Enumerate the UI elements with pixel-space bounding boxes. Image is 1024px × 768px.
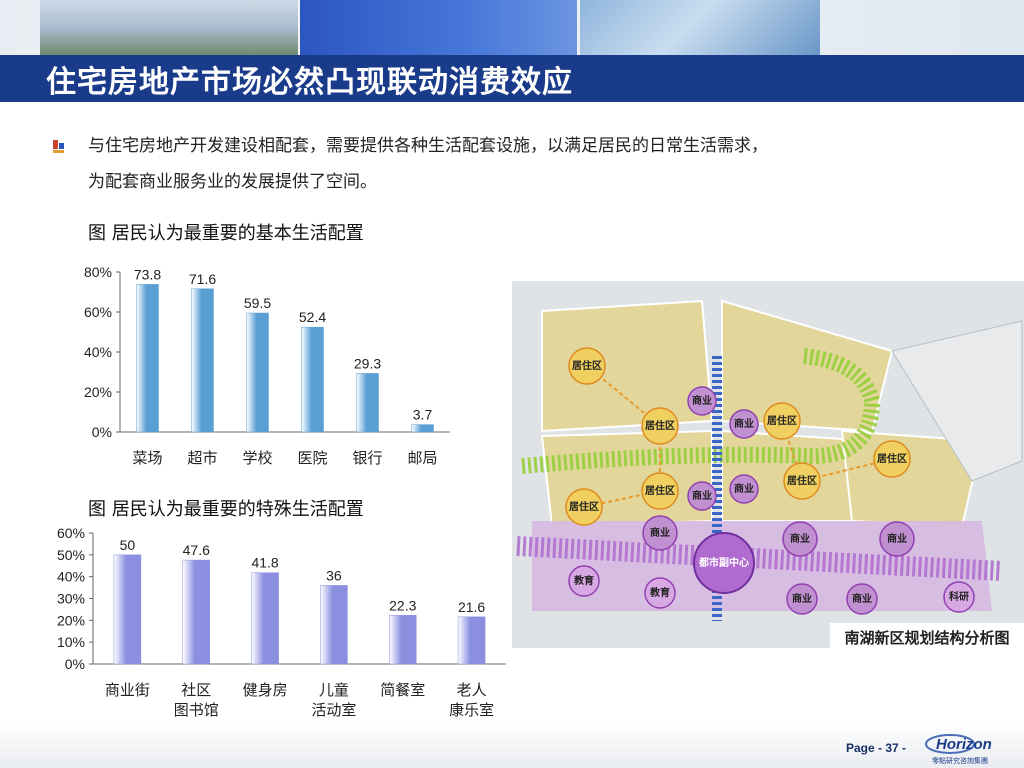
- bar: [251, 572, 279, 665]
- x-tick-label: 活动室: [311, 702, 356, 719]
- bar: [356, 373, 379, 433]
- chart2-title: 图 居民认为最重要的特殊生活配置: [88, 499, 364, 520]
- bullet-text-line1: 与住宅房地产开发建设相配套，需要提供各种生活配套设施，以满足居民的日常生活需求，: [88, 136, 768, 156]
- y-tick-label: 50%: [57, 547, 85, 563]
- x-tick-label: 健身房: [243, 682, 288, 699]
- y-tick-label: 60%: [57, 526, 85, 541]
- x-tick-label: 医院: [297, 449, 327, 467]
- map-label: 商业: [734, 482, 754, 495]
- map-label: 教育: [649, 586, 670, 599]
- bar: [320, 585, 348, 665]
- data-label: 52.4: [299, 309, 326, 325]
- map-label: 科研: [949, 590, 969, 603]
- bullet-text-line2: 为配套商业服务业的发展提供了空间。: [88, 172, 377, 192]
- x-tick-label: 邮局: [407, 450, 437, 467]
- x-tick-label: 商业街: [105, 682, 150, 699]
- x-tick-label: 图书馆: [174, 702, 219, 719]
- map-label: 居住区: [569, 500, 599, 513]
- map-label: 居住区: [767, 414, 797, 427]
- map-label: 商业: [852, 592, 872, 605]
- bar: [182, 559, 210, 665]
- map-label: 商业: [650, 526, 670, 539]
- data-label: 59.5: [244, 295, 271, 311]
- data-label: 73.8: [134, 266, 161, 282]
- map-label: 商业: [792, 592, 812, 605]
- chart1-title: 图 居民认为最重要的基本生活配置: [88, 223, 364, 244]
- bar: [457, 616, 486, 665]
- y-tick-label: 20%: [84, 384, 112, 400]
- x-tick-label: 社区: [181, 682, 211, 699]
- page-number: Page - 37 -: [846, 741, 907, 755]
- bar: [411, 424, 434, 433]
- bar: [246, 312, 269, 433]
- bar: [301, 326, 324, 433]
- y-tick-label: 30%: [57, 591, 85, 607]
- map-label: 商业: [692, 489, 712, 502]
- map-label: 居住区: [645, 484, 675, 497]
- bullet-icon: [53, 140, 64, 153]
- footer-bar: [0, 722, 1024, 768]
- horizon-logo: Horizon 零點研究咨詢集團: [925, 734, 992, 765]
- x-tick-label: 银行: [352, 450, 382, 467]
- bar: [136, 284, 159, 433]
- map-label: 教育: [573, 574, 594, 587]
- logo-text: Horizon: [936, 736, 992, 753]
- data-label: 21.6: [458, 599, 485, 615]
- x-tick-label: 儿童: [319, 681, 349, 699]
- planning-structure-map: 居住区 居住区 居住区 居住区 居住区 居住区 居住区 商业 商业 商业 商业 …: [512, 281, 1024, 648]
- data-label: 71.6: [189, 271, 216, 287]
- map-label: 商业: [692, 394, 712, 407]
- x-tick-label: 超市: [187, 450, 217, 467]
- logo-subtext: 零點研究咨詢集團: [932, 756, 988, 765]
- x-tick-label: 康乐室: [449, 702, 494, 719]
- y-tick-label: 0%: [92, 424, 112, 440]
- map-label: 商业: [887, 532, 907, 545]
- bar: [191, 288, 214, 433]
- map-center-label: 都市副中心: [698, 556, 749, 569]
- data-label: 29.3: [354, 355, 381, 371]
- basic-facilities-bar-chart: 0% 20% 40% 60% 80% 73.8 菜场 71.6 超市 59.5 学校 52.4 医院 29…: [84, 264, 450, 467]
- y-tick-label: 40%: [84, 344, 112, 360]
- y-tick-label: 10%: [57, 634, 85, 650]
- map-label: 居住区: [572, 359, 602, 372]
- data-label: 36: [326, 567, 342, 583]
- map-label: 商业: [734, 417, 754, 430]
- y-tick-label: 40%: [57, 569, 85, 585]
- city-skyline-photo: [40, 0, 298, 55]
- office-tower-photo: [580, 0, 820, 55]
- map-label: 商业: [790, 532, 810, 545]
- bar: [113, 554, 142, 665]
- x-tick-label: 老人: [457, 682, 487, 699]
- x-tick-label: 学校: [242, 450, 272, 467]
- title-band: [0, 55, 1024, 102]
- y-tick-label: 60%: [84, 304, 112, 320]
- map-caption: 南湖新区规划结构分析图: [844, 629, 1009, 647]
- map-label: 居住区: [645, 419, 675, 432]
- page-title: 住宅房地产市场必然凸现联动消费效应: [46, 65, 573, 100]
- x-tick-label: 菜场: [132, 450, 162, 467]
- data-label: 22.3: [389, 597, 416, 613]
- map-label: 居住区: [787, 474, 817, 487]
- y-tick-label: 0%: [65, 656, 85, 672]
- x-tick-label: 简餐室: [380, 682, 425, 699]
- blue-banner-photo: [300, 0, 577, 55]
- data-label: 41.8: [251, 555, 278, 571]
- y-tick-label: 80%: [84, 264, 112, 280]
- data-label: 47.6: [183, 542, 210, 558]
- bar: [389, 615, 417, 665]
- data-label: 50: [120, 537, 136, 553]
- map-label: 居住区: [877, 452, 907, 465]
- data-label: 3.7: [413, 407, 433, 423]
- y-tick-label: 20%: [57, 612, 85, 628]
